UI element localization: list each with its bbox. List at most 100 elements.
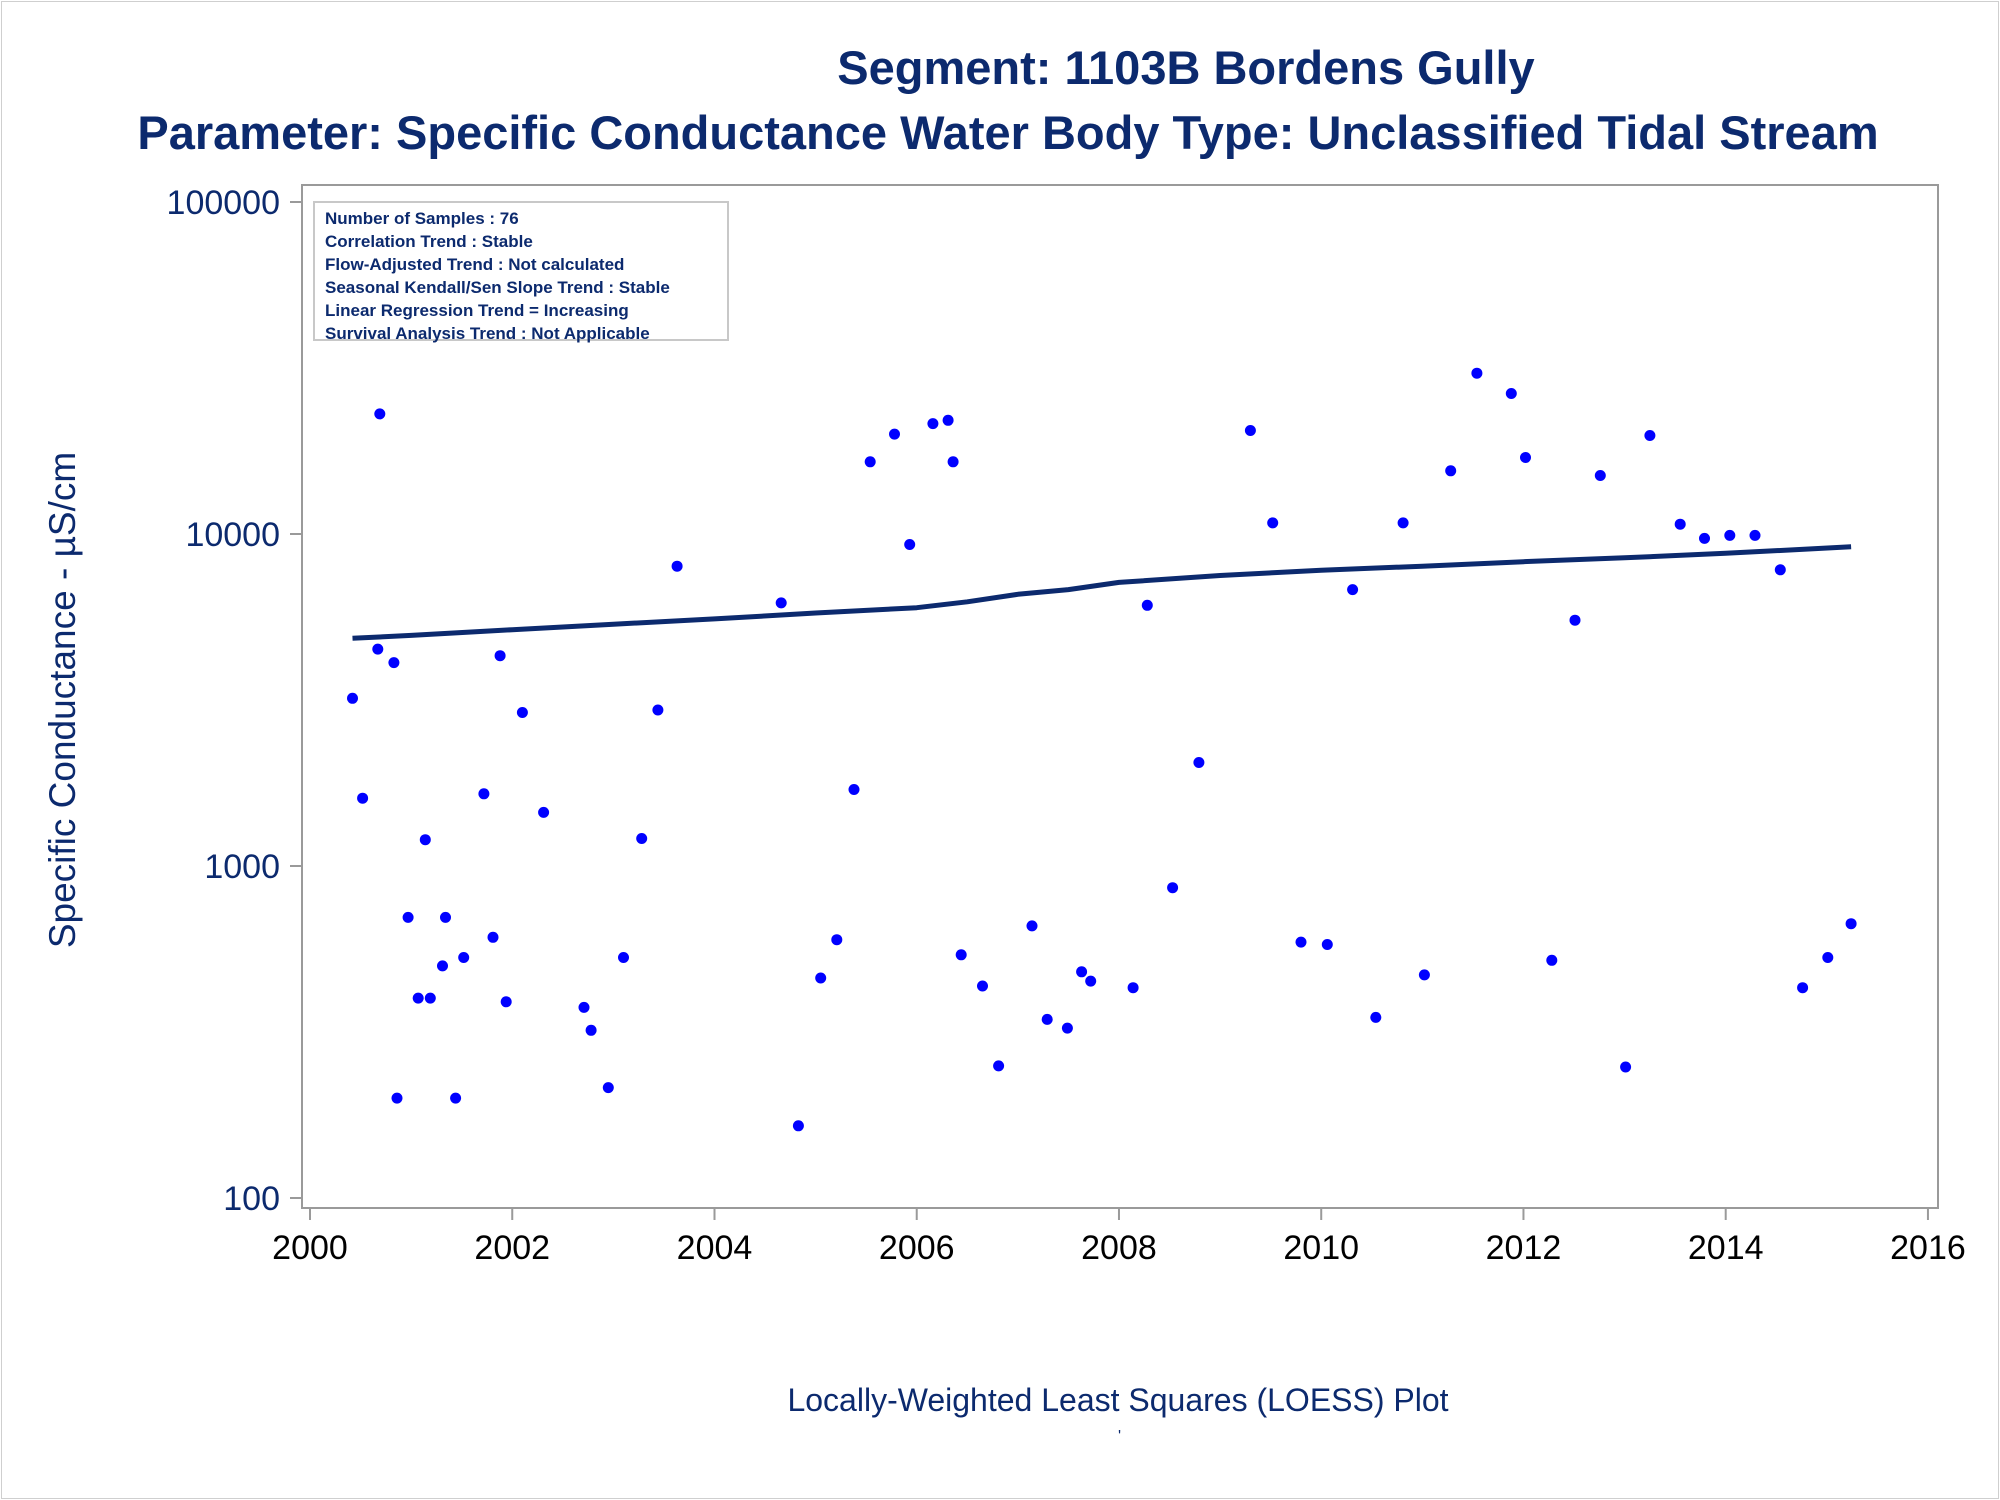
y-tick-label: 100 [223,1180,280,1218]
data-point [437,960,448,972]
data-point [652,704,664,716]
x-tick-label: 2008 [1081,1229,1157,1267]
data-point [927,418,939,430]
data-point [1724,529,1736,541]
data-point [1267,517,1279,529]
data-point [347,692,358,704]
data-point [374,408,386,420]
data-point [1774,564,1786,576]
data-point [993,1060,1005,1072]
data-point [357,792,369,804]
data-point [864,456,876,468]
stat-survival-analysis-trend: Survival Analysis Trend : Not Applicable [325,324,650,343]
y-tick-label: 10000 [185,516,280,554]
data-point [372,643,384,655]
data-point [419,834,431,846]
data-point [889,428,900,440]
data-point [977,980,988,992]
data-point [1822,952,1834,963]
data-point [1167,882,1179,894]
plot-area-frame [301,184,1939,1209]
data-point [450,1092,462,1104]
data-point [1397,517,1409,529]
data-point [585,1024,597,1036]
data-point [538,806,550,818]
data-point [500,996,512,1008]
data-point [1620,1061,1632,1073]
data-point [1370,1011,1382,1023]
trend-statistics-box: Number of Samples : 76 Correlation Trend… [313,201,729,343]
data-point [1749,529,1761,541]
data-point [1594,470,1606,481]
data-point [1845,918,1857,930]
data-point [955,949,967,961]
data-point [1797,982,1809,994]
data-point [1699,532,1710,544]
plot-footnote: Locally-Weighted Least Squares (LOESS) P… [787,1382,1449,1418]
data-point [947,456,959,468]
chart-title: Segment: 1103B Bordens Gully [837,41,1535,94]
x-tick-label: 2004 [677,1229,753,1267]
data-point [1505,388,1517,399]
data-point [494,650,506,662]
data-point [671,560,683,572]
data-point [1347,584,1359,596]
x-tick-label: 2016 [1890,1229,1966,1267]
data-point [1244,425,1256,436]
data-point [618,952,629,963]
stat-sample-count: Number of Samples : 76 [325,209,519,228]
data-point [388,657,400,669]
data-point [1546,954,1558,966]
data-point [792,1120,804,1132]
x-tick-label: 2010 [1283,1229,1359,1267]
loess-trend-line [352,544,1852,641]
data-point [1644,430,1656,441]
data-point [602,1082,614,1094]
y-tick-label: 1000 [204,848,280,886]
data-point [904,539,916,550]
x-tick-label: 2014 [1688,1229,1764,1267]
data-point [848,784,860,795]
data-point [402,911,414,923]
data-point [1127,982,1139,994]
stat-linear-regression-trend: Linear Regression Trend = Increasing [325,301,629,320]
data-point [1141,599,1153,611]
data-point [942,414,954,426]
data-point [775,597,787,609]
footnote-mark: ' [1118,1428,1122,1445]
x-tick-label: 2012 [1486,1229,1562,1267]
data-point [1321,939,1333,950]
data-point [1674,518,1686,530]
y-tick-label: 100000 [167,184,280,222]
stat-correlation-trend: Correlation Trend : Stable [325,232,533,251]
data-point [636,833,648,844]
data-point [1418,969,1430,981]
data-point [1041,1013,1053,1025]
x-tick-label: 2006 [879,1229,955,1267]
data-point [578,1001,590,1013]
data-point [391,1092,403,1104]
data-point [1076,966,1088,978]
data-point [440,911,451,923]
data-point [487,931,499,943]
stat-seasonal-kendall-trend: Seasonal Kendall/Sen Slope Trend : Stabl… [325,278,670,297]
stat-flow-adjusted-trend: Flow-Adjusted Trend : Not calculated [325,255,625,274]
data-point [1445,465,1457,477]
x-tick-label: 2002 [474,1229,550,1267]
data-point [412,992,424,1004]
data-point [1295,936,1307,948]
data-point [424,992,436,1004]
data-point [1061,1022,1073,1034]
data-point [458,952,470,963]
data-point [831,934,843,946]
data-point [1193,757,1205,768]
chart-subtitle: Parameter: Specific Conductance Water Bo… [137,106,1879,159]
data-point [1569,614,1581,626]
data-point [1471,367,1483,379]
data-point [1085,975,1097,987]
data-point [1520,452,1531,463]
data-point [478,788,490,800]
data-point [1026,920,1038,932]
